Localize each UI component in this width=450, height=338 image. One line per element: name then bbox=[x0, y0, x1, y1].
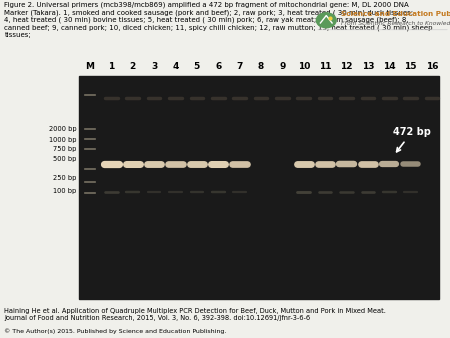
Text: 3: 3 bbox=[151, 62, 157, 71]
Text: M: M bbox=[86, 62, 94, 71]
Text: 100 bp: 100 bp bbox=[53, 188, 76, 194]
Text: 16: 16 bbox=[426, 62, 438, 71]
Text: 2000 bp: 2000 bp bbox=[49, 126, 76, 132]
Text: © The Author(s) 2015. Published by Science and Education Publishing.: © The Author(s) 2015. Published by Scien… bbox=[4, 329, 227, 334]
Text: 14: 14 bbox=[383, 62, 396, 71]
Text: Science and Education Publishing: Science and Education Publishing bbox=[341, 11, 450, 17]
Text: 4: 4 bbox=[172, 62, 179, 71]
Text: 500 bp: 500 bp bbox=[53, 156, 76, 162]
Text: Haining He et al. Application of Quadruple Multiplex PCR Detection for Beef, Duc: Haining He et al. Application of Quadrup… bbox=[4, 308, 387, 321]
Text: 472 bp: 472 bp bbox=[393, 127, 431, 152]
Text: 15: 15 bbox=[405, 62, 417, 71]
Text: From Scientific Research to Knowledge: From Scientific Research to Knowledge bbox=[341, 21, 450, 26]
Text: 1: 1 bbox=[108, 62, 114, 71]
Text: 12: 12 bbox=[340, 62, 353, 71]
Text: Figure 2. Universal primers (mcb398/mcb869) amplified a 472 bp fragment of mitoc: Figure 2. Universal primers (mcb398/mcb8… bbox=[4, 2, 433, 38]
Circle shape bbox=[316, 13, 336, 28]
Text: 6: 6 bbox=[215, 62, 221, 71]
Text: 9: 9 bbox=[279, 62, 286, 71]
Text: 2: 2 bbox=[130, 62, 136, 71]
Text: 750 bp: 750 bp bbox=[53, 146, 76, 152]
Text: 1000 bp: 1000 bp bbox=[49, 137, 76, 143]
Text: 10: 10 bbox=[297, 62, 310, 71]
Text: 5: 5 bbox=[194, 62, 200, 71]
Text: 11: 11 bbox=[319, 62, 331, 71]
Text: 7: 7 bbox=[236, 62, 243, 71]
Text: 13: 13 bbox=[362, 62, 374, 71]
Bar bbox=[79, 76, 439, 299]
Text: 250 bp: 250 bp bbox=[53, 175, 76, 182]
Text: 8: 8 bbox=[258, 62, 264, 71]
